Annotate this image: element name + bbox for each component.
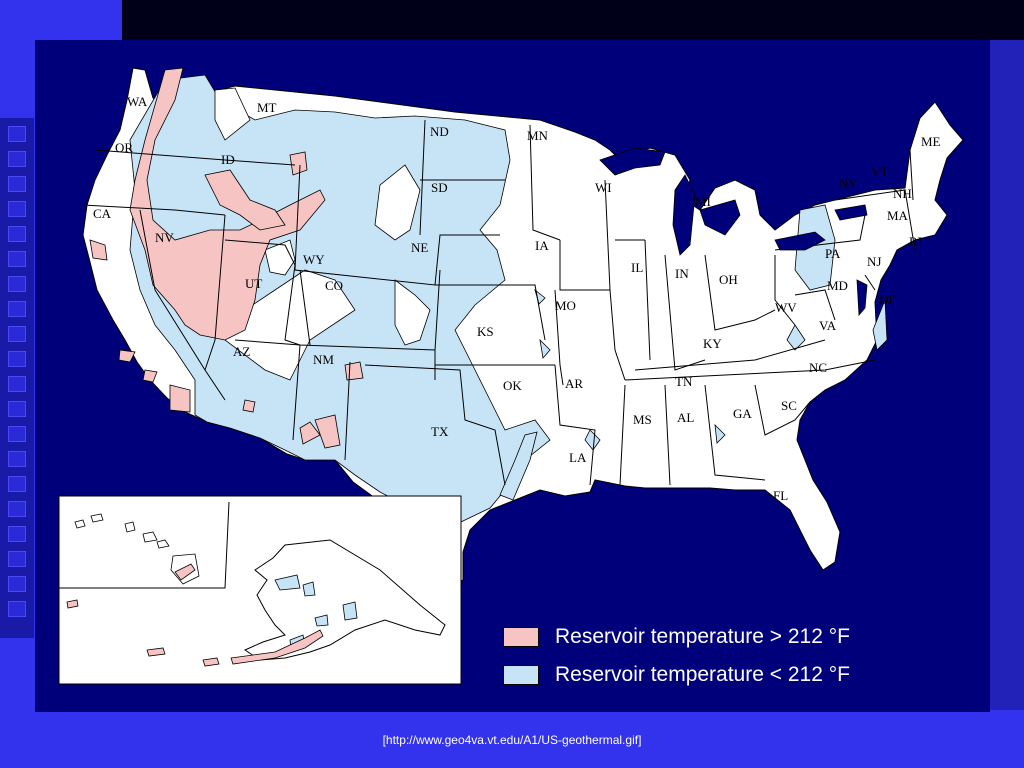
state-label-or: OR — [115, 140, 133, 155]
state-label-mo: MO — [555, 298, 576, 313]
state-label-ms: MS — [633, 412, 652, 427]
strip-square — [8, 301, 26, 317]
state-label-ri: RI — [909, 234, 922, 249]
hawaii-high-temp — [174, 563, 196, 581]
state-label-nh: NH — [893, 186, 912, 201]
state-label-il: IL — [631, 260, 643, 275]
top-bar — [122, 0, 1024, 40]
state-label-oh: OH — [719, 272, 738, 287]
left-decorative-strip — [0, 118, 34, 638]
legend: Reservoir temperature > 212 °F Reservoir… — [503, 618, 850, 694]
great-lakes — [599, 147, 868, 256]
strip-square — [8, 251, 26, 267]
strip-square — [8, 351, 26, 367]
state-label-md: MD — [827, 278, 848, 293]
source-caption: [http://www.geo4va.vt.edu/A1/US-geotherm… — [382, 733, 642, 747]
right-decorative-strip — [990, 40, 1024, 710]
state-label-ny: NY — [839, 176, 858, 191]
state-label-al: AL — [677, 410, 694, 425]
state-label-ma: MA — [887, 208, 909, 223]
strip-square — [8, 476, 26, 492]
us-geothermal-map: WA OR CA NV ID MT WY UT AZ CO NM ND SD NE KS OK TX MN IA MO… — [58, 67, 964, 685]
strip-square — [8, 601, 26, 617]
strip-square — [8, 501, 26, 517]
aleutian-islands — [66, 599, 220, 667]
state-label-ar: AR — [565, 376, 583, 391]
strip-square — [8, 201, 26, 217]
state-label-de: DE — [879, 292, 896, 307]
legend-row-low: Reservoir temperature < 212 °F — [503, 656, 850, 694]
state-label-ut: UT — [245, 276, 262, 291]
state-label-id: ID — [221, 152, 235, 167]
state-label-mn: MN — [527, 128, 549, 143]
state-label-ga: GA — [733, 406, 752, 421]
state-label-co: CO — [325, 278, 343, 293]
strip-square — [8, 401, 26, 417]
alaska-hawaii-inset — [58, 495, 462, 685]
strip-square — [8, 126, 26, 142]
strip-square — [8, 576, 26, 592]
high-temp-regions — [89, 67, 364, 449]
high-temp-swatch — [503, 627, 539, 647]
state-label-pa: PA — [825, 246, 841, 261]
alaska-low-temp — [274, 574, 358, 649]
map-slide: WA OR CA NV ID MT WY UT AZ CO NM ND SD NE KS OK TX MN IA MO… — [35, 40, 990, 712]
state-label-nv: NV — [155, 230, 174, 245]
state-label-me: ME — [921, 134, 941, 149]
state-label-sc: SC — [781, 398, 797, 413]
state-label-ia: IA — [535, 238, 549, 253]
strip-square — [8, 276, 26, 292]
strip-square — [8, 426, 26, 442]
high-temp-label: Reservoir temperature > 212 °F — [555, 625, 850, 648]
state-label-tn: TN — [675, 374, 693, 389]
state-label-ky: KY — [703, 336, 722, 351]
strip-square — [8, 526, 26, 542]
low-temp-label: Reservoir temperature < 212 °F — [555, 663, 850, 686]
state-label-mi: MI — [695, 194, 711, 209]
alaska-high-temp — [230, 629, 324, 665]
chesapeake-bay — [856, 279, 868, 317]
state-label-nm: NM — [313, 352, 334, 367]
state-label-in: IN — [675, 266, 689, 281]
legend-row-high: Reservoir temperature > 212 °F — [503, 618, 850, 656]
state-borders — [82, 119, 916, 486]
low-temp-swatch — [503, 665, 539, 685]
state-label-wy: WY — [303, 252, 325, 267]
alaska-landmass — [243, 539, 446, 661]
state-label-nj: NJ — [867, 254, 881, 269]
state-label-nc: NC — [809, 360, 827, 375]
state-label-wi: WI — [595, 180, 612, 195]
state-label-mt: MT — [257, 100, 277, 115]
strip-square — [8, 326, 26, 342]
non-geothermal-regions — [204, 87, 431, 381]
state-label-va: VA — [819, 318, 837, 333]
state-label-az: AZ — [233, 344, 250, 359]
state-label-ok: OK — [503, 378, 522, 393]
state-label-wv: WV — [775, 300, 797, 315]
strip-square — [8, 226, 26, 242]
state-label-wa: WA — [127, 94, 148, 109]
state-label-vt: VT — [871, 164, 888, 179]
state-label-ne: NE — [411, 240, 428, 255]
state-label-la: LA — [569, 450, 587, 465]
strip-square — [8, 551, 26, 567]
strip-square — [8, 151, 26, 167]
state-label-tx: TX — [431, 424, 449, 439]
state-label-ca: CA — [93, 206, 112, 221]
state-label-sd: SD — [431, 180, 448, 195]
strip-square — [8, 176, 26, 192]
state-label-nd: ND — [430, 124, 449, 139]
state-label-fl: FL — [773, 488, 788, 503]
strip-square — [8, 376, 26, 392]
state-label-ks: KS — [477, 324, 494, 339]
state-labels: WA OR CA NV ID MT WY UT AZ CO NM ND SD NE KS OK TX MN IA MO… — [93, 94, 941, 503]
strip-square — [8, 451, 26, 467]
